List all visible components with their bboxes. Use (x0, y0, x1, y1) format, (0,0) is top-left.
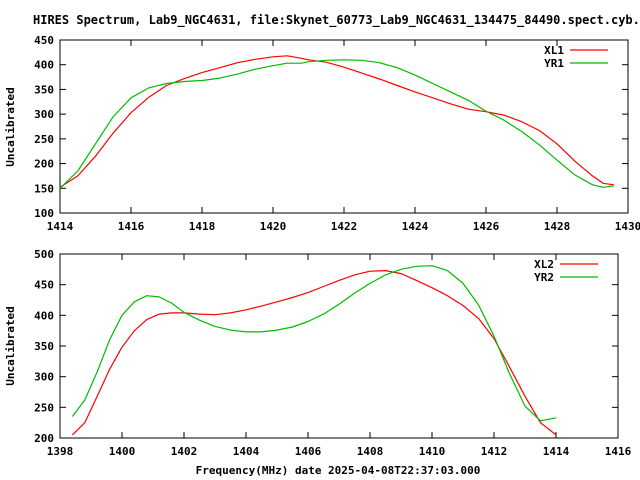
y-tick-label: 150 (34, 182, 54, 195)
chart-bottom: 200 250 300 350 400 450 500 1398 1400 1402 1404 140… (4, 248, 632, 458)
x-tick-label: 1410 (419, 445, 446, 458)
legend-label: YR2 (534, 271, 554, 284)
y-tick-label: 200 (34, 158, 54, 171)
x-tick-label: 1420 (260, 220, 287, 233)
y-tick-label: 400 (34, 309, 54, 322)
x-tick-label: 1428 (544, 220, 571, 233)
x-tick-label: 1404 (233, 445, 260, 458)
series-line-xl1 (59, 55, 614, 188)
plot-frame (59, 39, 629, 214)
x-tick-label: 1414 (543, 445, 570, 458)
y-tick-label: 200 (34, 432, 54, 445)
y-tick-label: 350 (34, 340, 54, 353)
y-tick-label: 350 (34, 83, 54, 96)
chart-title: HIRES Spectrum, Lab9_NGC4631, file:Skyne… (33, 13, 640, 28)
series-line-yr1 (59, 59, 614, 189)
x-tick-label: 1426 (473, 220, 500, 233)
series-line-yr2 (71, 265, 557, 422)
x-tick-label: 1422 (331, 220, 358, 233)
x-tick-label: 1400 (109, 445, 136, 458)
chart-top: 100 150 200 250 300 350 400 450 1414 1416 1418 1420… (4, 34, 640, 233)
x-axis-label: Frequency(MHz) date 2025-04-08T22:37:03.… (196, 464, 481, 477)
series-line-xl2 (71, 270, 557, 436)
x-tick-label: 1416 (118, 220, 145, 233)
x-tick-label: 1418 (189, 220, 216, 233)
y-tick-label: 250 (34, 401, 54, 414)
x-tick-label: 1402 (171, 445, 198, 458)
legend-label: YR1 (544, 57, 564, 70)
y-tick-label: 450 (34, 279, 54, 292)
y-tick-label: 300 (34, 371, 54, 384)
y-tick-label: 250 (34, 133, 54, 146)
x-tick-label: 1408 (357, 445, 384, 458)
y-tick-label: 300 (34, 108, 54, 121)
y-tick-label: 500 (34, 248, 54, 261)
x-tick-label: 1424 (402, 220, 429, 233)
x-tick-label: 1412 (481, 445, 508, 458)
x-tick-label: 1406 (295, 445, 322, 458)
y-tick-label: 400 (34, 59, 54, 72)
y-tick-label: 100 (34, 207, 54, 220)
x-tick-label: 1416 (605, 445, 632, 458)
legend-label: XL1 (544, 44, 564, 57)
x-tick-label: 1430 (615, 220, 640, 233)
y-axis-label: Uncalibrated (4, 87, 17, 166)
y-axis-label: Uncalibrated (4, 306, 17, 385)
y-tick-label: 450 (34, 34, 54, 47)
x-tick-label: 1414 (47, 220, 74, 233)
legend-label: XL2 (534, 258, 554, 271)
x-tick-label: 1398 (47, 445, 74, 458)
